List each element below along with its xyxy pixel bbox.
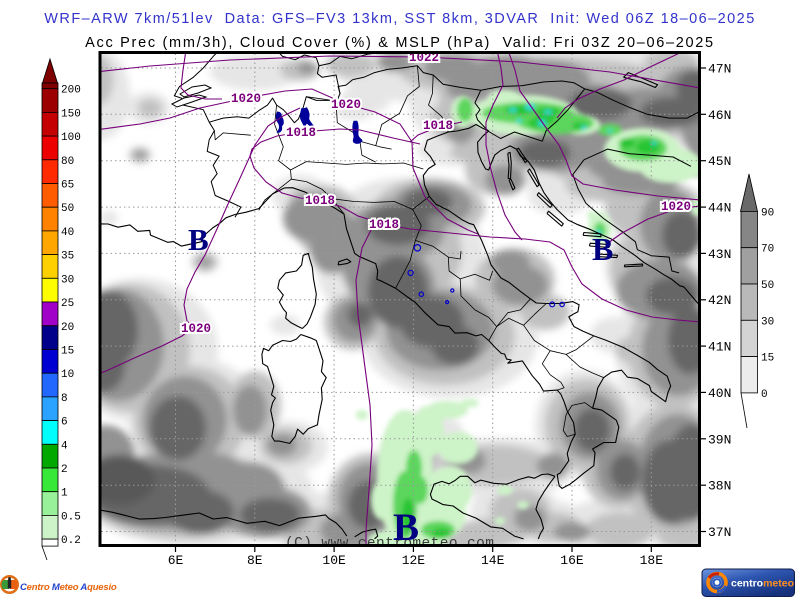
svg-text:2: 2 — [61, 464, 68, 476]
svg-text:70: 70 — [761, 244, 774, 256]
svg-text:45N: 45N — [708, 154, 731, 169]
svg-text:65: 65 — [61, 180, 74, 192]
svg-text:15: 15 — [761, 353, 774, 365]
svg-text:41N: 41N — [708, 340, 731, 355]
svg-text:10: 10 — [61, 369, 74, 381]
svg-text:40: 40 — [61, 227, 74, 239]
svg-text:1020: 1020 — [331, 98, 361, 112]
svg-text:14E: 14E — [481, 553, 505, 568]
svg-text:150: 150 — [61, 108, 81, 120]
svg-text:1018: 1018 — [286, 126, 316, 140]
svg-text:44N: 44N — [708, 201, 731, 216]
svg-text:B: B — [188, 222, 209, 257]
svg-text:WRF–ARW 7km/51lev Data: GFS–F: WRF–ARW 7km/51lev Data: GFS–FV3 13km, SS… — [44, 11, 755, 27]
svg-text:B: B — [592, 231, 613, 267]
svg-text:1020: 1020 — [181, 322, 211, 336]
svg-text:30: 30 — [61, 274, 74, 286]
svg-text:25: 25 — [61, 298, 74, 310]
svg-text:30: 30 — [761, 316, 774, 328]
svg-text:12E: 12E — [402, 553, 426, 568]
svg-text:6: 6 — [61, 417, 68, 429]
svg-text:35: 35 — [61, 251, 74, 263]
svg-text:50: 50 — [61, 203, 74, 215]
svg-text:40N: 40N — [708, 386, 731, 401]
svg-text:18E: 18E — [640, 553, 664, 568]
svg-text:0.5: 0.5 — [61, 511, 81, 523]
svg-text:B: B — [393, 506, 419, 549]
svg-text:46N: 46N — [708, 108, 731, 123]
svg-text:100: 100 — [61, 132, 81, 144]
svg-text:1020: 1020 — [661, 200, 691, 214]
svg-text:43N: 43N — [708, 247, 731, 262]
svg-text:1020: 1020 — [231, 92, 261, 106]
svg-text:Centro Meteo Aquesio: Centro Meteo Aquesio — [20, 582, 117, 593]
svg-text:80: 80 — [61, 156, 74, 168]
svg-text:20: 20 — [61, 322, 74, 334]
svg-text:50: 50 — [761, 280, 774, 292]
svg-text:centrometeo: centrometeo — [731, 578, 794, 590]
svg-text:15: 15 — [61, 346, 74, 358]
svg-text:1022: 1022 — [409, 51, 439, 65]
svg-text:1: 1 — [61, 488, 68, 500]
svg-text:1018: 1018 — [305, 194, 335, 208]
svg-text:16E: 16E — [560, 553, 584, 568]
svg-text:8: 8 — [61, 393, 68, 405]
svg-text:0: 0 — [761, 389, 768, 401]
svg-text:47N: 47N — [708, 62, 731, 77]
svg-text:Acc Prec (mm/3h), Cloud Cover: Acc Prec (mm/3h), Cloud Cover (%) & MSLP… — [85, 35, 715, 51]
svg-text:37N: 37N — [708, 525, 731, 540]
svg-text:39N: 39N — [708, 432, 731, 447]
svg-text:(C) www.centrometeo.com: (C) www.centrometeo.com — [285, 536, 494, 552]
svg-text:1018: 1018 — [369, 218, 399, 232]
svg-text:42N: 42N — [708, 293, 731, 308]
svg-text:90: 90 — [761, 207, 774, 219]
svg-text:200: 200 — [61, 85, 81, 97]
svg-text:8E: 8E — [247, 553, 263, 568]
svg-text:6E: 6E — [168, 553, 184, 568]
svg-text:4: 4 — [61, 440, 68, 452]
svg-text:38N: 38N — [708, 479, 731, 494]
svg-text:1018: 1018 — [423, 119, 453, 133]
svg-text:0.2: 0.2 — [61, 535, 81, 547]
svg-text:10E: 10E — [322, 553, 346, 568]
